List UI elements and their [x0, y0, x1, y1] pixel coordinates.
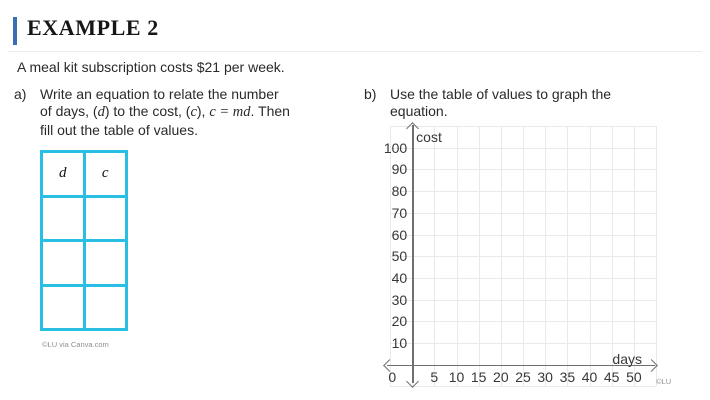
y-tick-label: 30: [391, 291, 408, 308]
gridline-horizontal: [390, 256, 657, 258]
x-tick-label: 35: [559, 368, 576, 385]
part-b-label: b): [364, 86, 377, 102]
y-tick-label: 40: [391, 269, 408, 286]
x-tick-label: 25: [515, 368, 531, 385]
y-tick-label: 90: [391, 161, 408, 178]
gridline-vertical: [633, 126, 635, 387]
x-tick-label: 5: [430, 368, 439, 385]
gridline-vertical: [656, 126, 658, 387]
x-tick-label: 20: [493, 368, 509, 385]
table-empty-cell: [85, 197, 125, 239]
graph-credit: ©LU: [656, 377, 672, 386]
y-axis: [412, 125, 414, 383]
text-line: of days, (d) to the cost, (c), c = md. T…: [40, 103, 290, 121]
y-axis-title: cost: [416, 129, 442, 145]
y-tick-label: 10: [391, 335, 408, 351]
gridline-vertical: [611, 126, 613, 387]
x-tick-label: 30: [537, 368, 553, 385]
gridline-horizontal: [390, 343, 657, 344]
gridline-vertical: [567, 126, 569, 387]
text-line: fill out the table of values.: [40, 121, 198, 138]
gridline-horizontal: [390, 386, 657, 388]
y-tick-label: 70: [391, 204, 408, 221]
table-empty-cell: [85, 242, 125, 284]
gridline-vertical: [545, 126, 547, 387]
x-tick-label: 15: [470, 368, 487, 385]
header-divider: [8, 51, 702, 52]
table-empty-cell: [43, 286, 83, 328]
title-accent-bar: [13, 17, 17, 45]
canva-credit: ©LU via Canva.com: [42, 340, 109, 349]
gridline-horizontal: [390, 277, 657, 279]
table-header-d: d: [43, 153, 83, 195]
page-title: EXAMPLE 2: [27, 15, 159, 40]
text-line: Use the table of values to graph the: [390, 86, 612, 102]
part-a-text: Write an equation to relate the number of…: [40, 86, 290, 139]
intro-text: A meal kit subscription costs $21 per we…: [17, 59, 285, 75]
x-tick-label: 50: [626, 368, 642, 385]
table-empty-cell: [43, 242, 83, 284]
y-tick-label: 50: [391, 248, 408, 265]
table-header-c: c: [85, 153, 125, 195]
x-tick-label: 40: [581, 368, 598, 385]
y-tick-label: 20: [391, 313, 408, 330]
text-line: equation.: [390, 103, 448, 120]
y-tick-label: 60: [391, 226, 408, 243]
gridline-horizontal: [390, 299, 657, 301]
part-b-text: Use the table of values to graph the equa…: [390, 86, 611, 121]
x-tick-label: 45: [603, 368, 620, 385]
text-line: Write an equation to relate the number: [40, 86, 279, 102]
table-empty-cell: [43, 197, 83, 239]
origin-label: 0: [388, 368, 397, 385]
coordinate-grid-graph: 100 90 80 70 60 50 40 30 20 10 5 10 15 20 25 30 35 40 45 50…: [380, 118, 710, 398]
gridline-horizontal: [390, 321, 657, 323]
x-axis: [387, 364, 655, 367]
y-tick-label: 100: [383, 139, 408, 156]
gridline-vertical: [589, 126, 591, 387]
table-empty-cell: [85, 286, 125, 328]
x-axis-title: days: [612, 350, 642, 367]
part-a-label: a): [14, 86, 27, 102]
x-tick-label: 10: [448, 368, 465, 385]
y-tick-label: 80: [391, 183, 408, 200]
